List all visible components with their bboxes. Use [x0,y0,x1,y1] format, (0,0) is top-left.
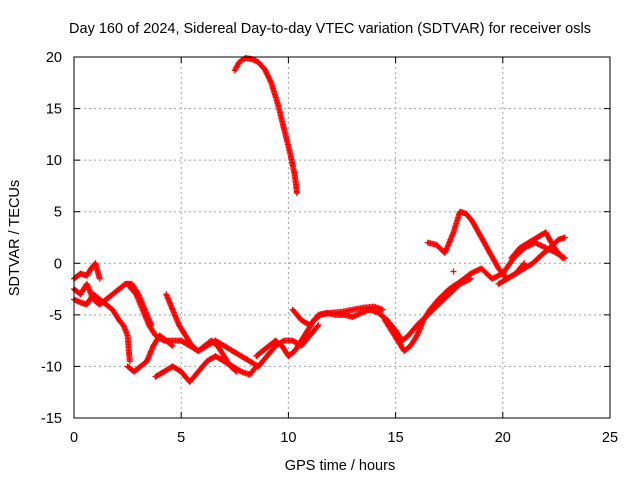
data-point [126,358,133,365]
data-point [521,260,528,267]
plot-frame [73,56,611,419]
y-tick-label: -15 [41,411,62,427]
data-point [450,268,457,275]
series-arc-high [231,55,300,197]
series-arc-g [163,291,240,375]
data-point [279,338,286,345]
x-tick-label: 20 [495,430,511,446]
series-arc-b [71,291,133,365]
y-tick-label: 5 [54,205,62,221]
data-point [315,322,322,329]
series-arc-e [124,332,176,375]
data-point [168,341,175,348]
x-tick-label: 10 [280,430,296,446]
data-point [252,364,259,371]
axis-ticks: 0 5 10 15 20 25 -15 -10 -5 0 5 10 15 20 [41,50,618,446]
data-point [379,306,386,313]
y-tick-label: -10 [41,359,62,375]
chart-title: Day 160 of 2024, Sidereal Day-to-day VTE… [69,21,591,37]
data-point [559,255,566,262]
y-tick-label: 10 [46,153,62,169]
x-tick-label: 15 [388,430,404,446]
grid-lines [74,57,610,418]
data-points [71,55,568,385]
data-point [561,234,568,241]
x-axis-label: GPS time / hours [285,458,395,474]
data-point [314,323,321,330]
data-point [467,275,474,282]
data-point [233,368,240,375]
data-point [96,275,103,282]
data-point [169,342,176,349]
data-point [293,190,300,197]
x-tick-label: 5 [177,430,185,446]
x-tick-label: 0 [70,430,78,446]
y-tick-label: 15 [46,102,62,118]
y-tick-label: 0 [54,256,62,272]
data-point [253,363,260,370]
series-arc-m [508,229,566,262]
y-axis-label: SDTVAR / TECUs [7,180,23,296]
data-point [558,253,565,260]
series-arc-c [71,260,103,282]
y-tick-label: 20 [46,50,62,66]
data-point [232,367,239,374]
y-tick-label: -5 [49,308,62,324]
x-tick-label: 25 [602,430,618,446]
